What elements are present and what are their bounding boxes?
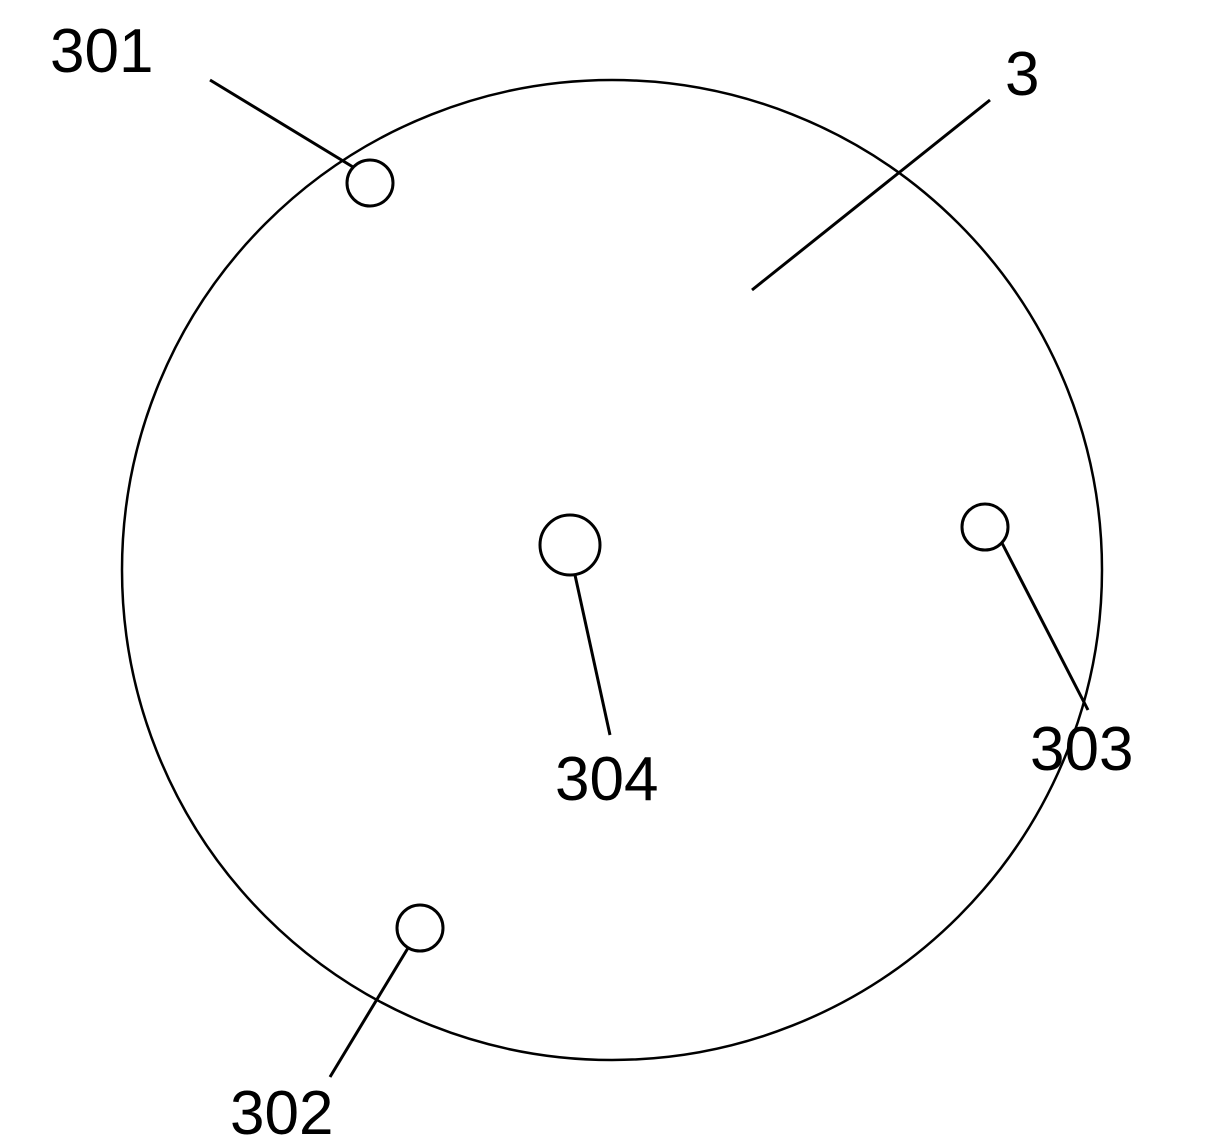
leader-303: [1002, 543, 1088, 710]
label-304: 304: [555, 745, 658, 814]
hole-302: [397, 905, 443, 951]
leader-301: [210, 80, 353, 167]
label-main: 3: [1005, 40, 1039, 109]
leader-main: [752, 100, 990, 290]
leader-304: [575, 575, 610, 735]
label-302: 302: [230, 1079, 333, 1144]
outer-circle: [122, 80, 1102, 1060]
label-301: 301: [50, 17, 153, 86]
label-303: 303: [1030, 715, 1133, 784]
hole-301: [347, 160, 393, 206]
leader-302: [330, 948, 408, 1077]
hole-304: [540, 515, 600, 575]
hole-303: [962, 504, 1008, 550]
